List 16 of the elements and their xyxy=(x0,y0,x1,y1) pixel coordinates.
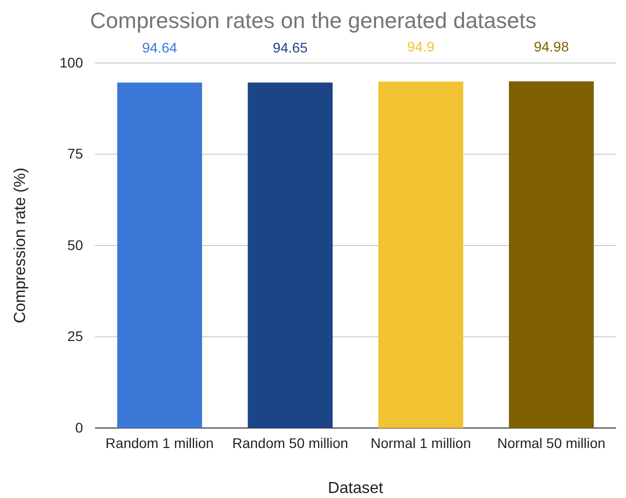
y-tick-label: 25 xyxy=(67,328,84,344)
x-tick-label: Random 50 million xyxy=(232,434,348,451)
data-label: 94.98 xyxy=(534,38,570,54)
y-tick-label: 100 xyxy=(60,54,84,70)
y-tick-label: 75 xyxy=(67,146,84,162)
y-tick-label: 0 xyxy=(75,419,84,436)
x-tick-label: Normal 50 million xyxy=(497,434,606,451)
y-tick-label: 50 xyxy=(67,236,84,253)
data-label: 94.65 xyxy=(272,40,308,56)
y-axis-title: Compression rate (%) xyxy=(12,168,29,324)
x-tick-label: Random 1 million xyxy=(106,434,214,451)
x-tick-label: Normal 1 million xyxy=(370,434,471,451)
data-label: 94.64 xyxy=(142,40,178,56)
chart-title: Compression rates on the generated datasets xyxy=(90,8,536,33)
x-axis-title: Dataset xyxy=(328,480,384,497)
data-label: 94.9 xyxy=(407,38,435,55)
